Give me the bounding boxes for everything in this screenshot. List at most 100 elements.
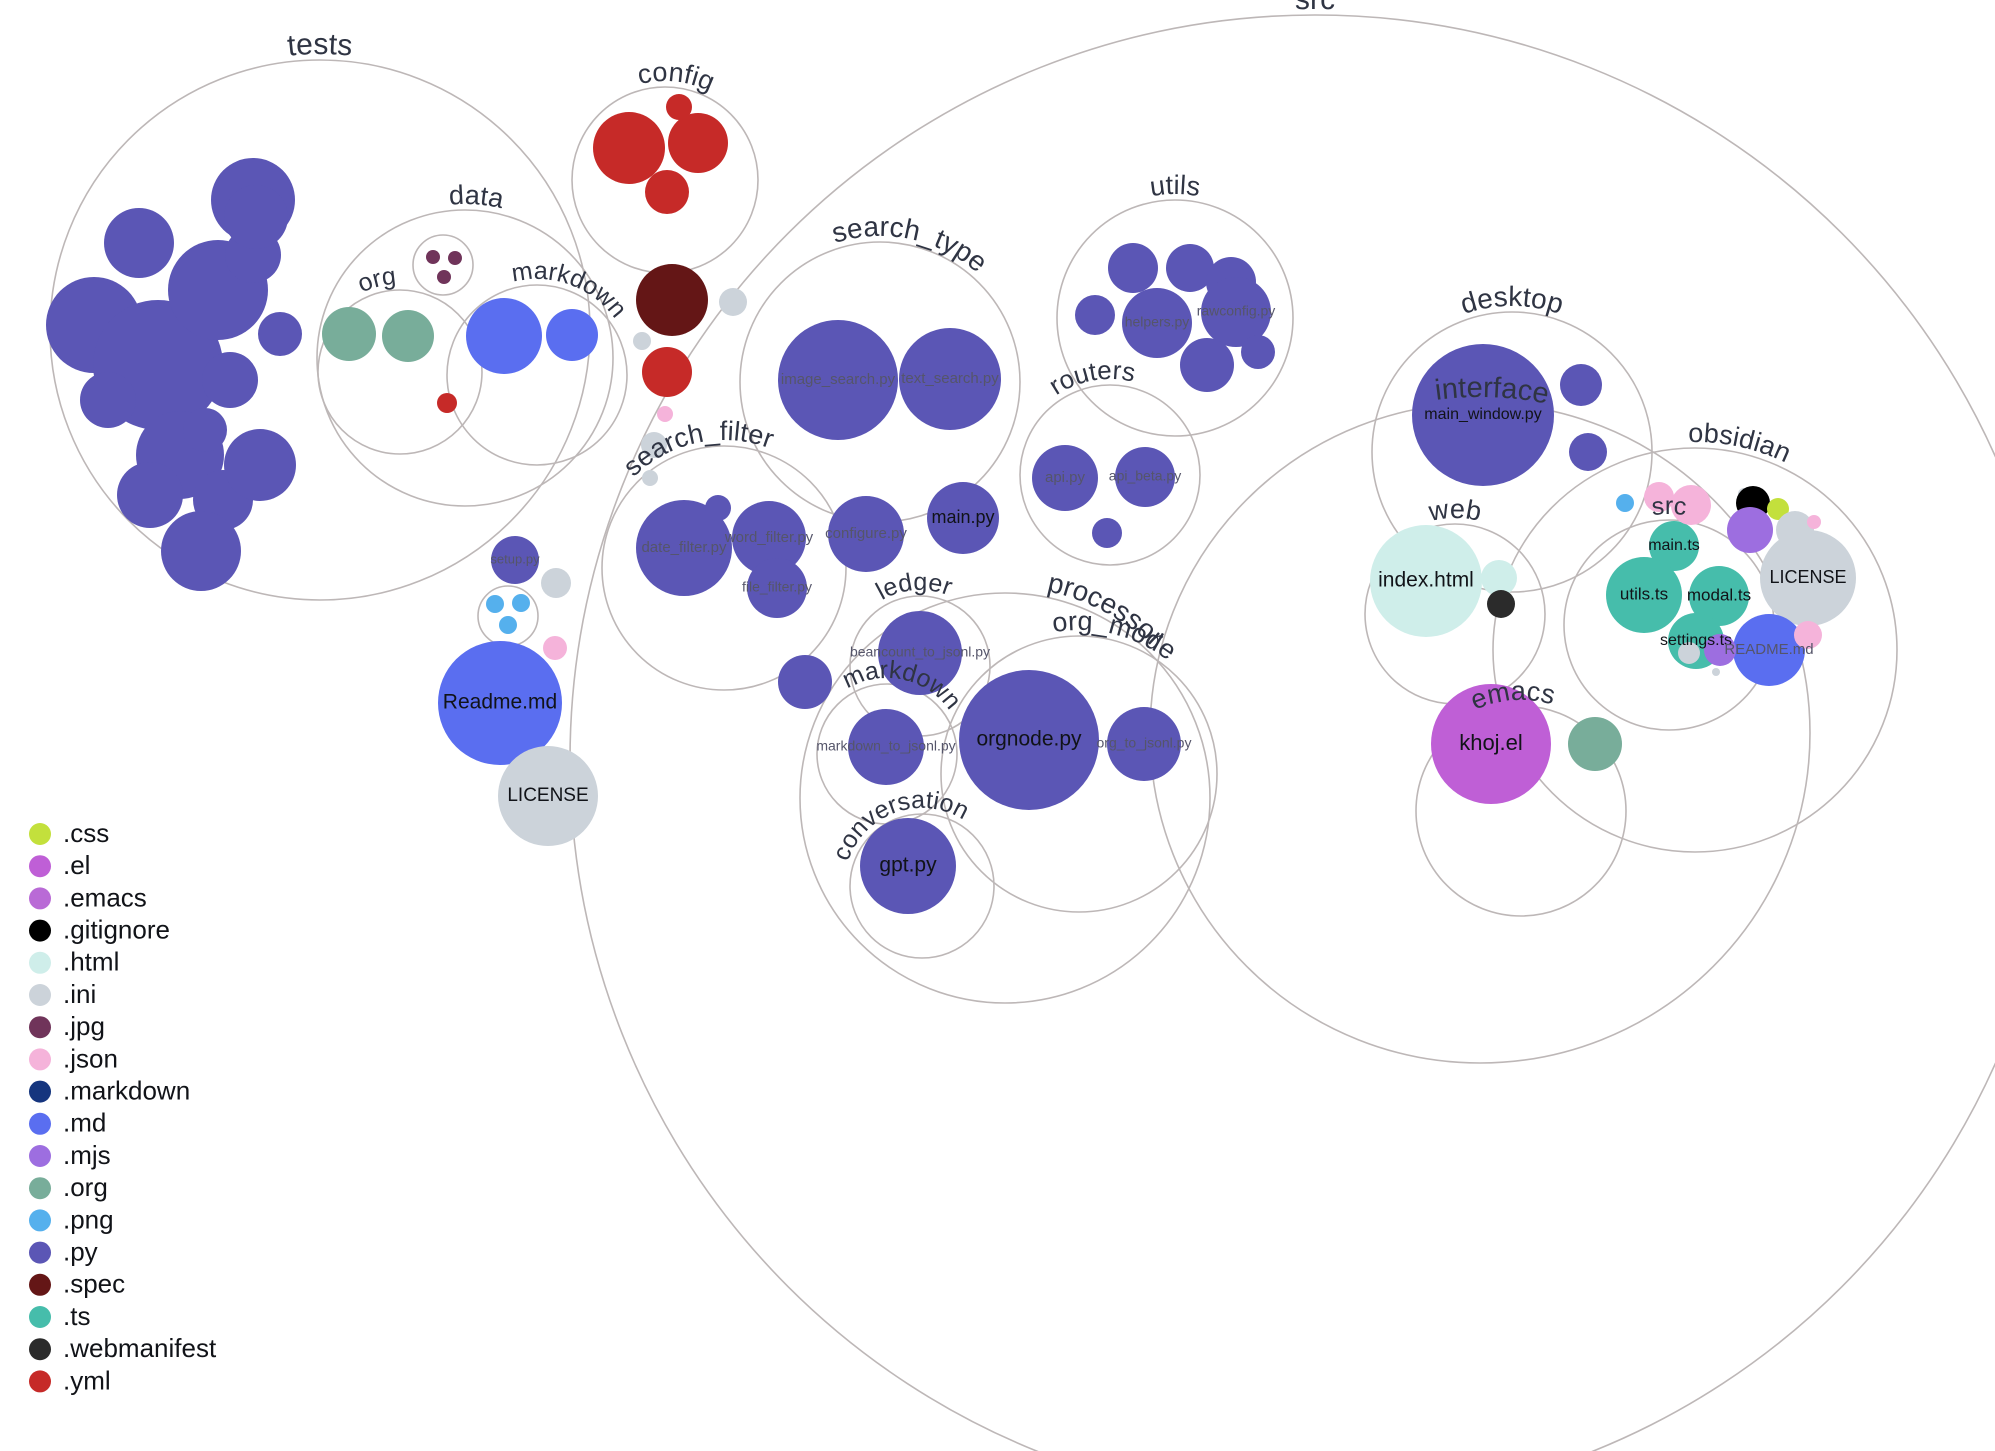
- file-circle-helpers.py[interactable]: [1122, 288, 1192, 358]
- file-circle-yml[interactable]: [642, 347, 692, 397]
- file-circle-ini[interactable]: [641, 432, 667, 458]
- file-circle-main.py[interactable]: [927, 482, 999, 554]
- file-circle-yml[interactable]: [437, 393, 457, 413]
- file-circle-png[interactable]: [499, 616, 517, 634]
- group-ring-markdown[interactable]: [446, 284, 628, 466]
- file-circle-py[interactable]: [161, 511, 241, 591]
- file-circle-README.md[interactable]: [1733, 614, 1805, 686]
- file-circle-py[interactable]: [1092, 518, 1122, 548]
- file-circle-json[interactable]: [657, 406, 673, 422]
- legend-swatch-md[interactable]: [29, 1112, 51, 1135]
- legend-swatch-png[interactable]: [29, 1209, 51, 1232]
- file-circle-py[interactable]: [224, 429, 296, 501]
- file-circle-py[interactable]: [1180, 338, 1234, 392]
- group-ring-utils[interactable]: [1056, 199, 1294, 437]
- file-circle-org_to_jsonl.py[interactable]: [1107, 707, 1181, 781]
- file-circle-orgnode.py[interactable]: [959, 670, 1099, 810]
- file-circle-setup.py[interactable]: [491, 536, 539, 584]
- file-circle-yml[interactable]: [668, 113, 728, 173]
- file-circle-yml[interactable]: [645, 170, 689, 214]
- file-circle-py[interactable]: [705, 495, 731, 521]
- file-circle-mjs[interactable]: [1704, 634, 1736, 666]
- legend-swatch-org[interactable]: [29, 1177, 51, 1200]
- file-circle-json[interactable]: [1794, 621, 1822, 649]
- file-circle-rawconfig.py[interactable]: [1201, 277, 1271, 347]
- legend-swatch-mjs[interactable]: [29, 1145, 51, 1167]
- file-circle-py[interactable]: [778, 655, 832, 709]
- file-circle-jpg[interactable]: [426, 250, 440, 264]
- file-circle-jpg[interactable]: [448, 251, 462, 265]
- file-circle-image_search.py[interactable]: [778, 320, 898, 440]
- legend-swatch-json[interactable]: [29, 1048, 51, 1071]
- file-circle-main.ts[interactable]: [1649, 521, 1699, 571]
- file-circle-LICENSE[interactable]: [498, 746, 598, 846]
- file-circle-py[interactable]: [1166, 244, 1214, 292]
- file-circle-mjs[interactable]: [1727, 507, 1773, 553]
- legend-swatch-ini[interactable]: [29, 984, 51, 1006]
- file-circle-md[interactable]: [546, 309, 598, 361]
- file-circle-utils.ts[interactable]: [1606, 557, 1682, 633]
- file-circle-png[interactable]: [486, 595, 504, 613]
- file-circle-ini[interactable]: [541, 568, 571, 598]
- file-circle-html[interactable]: [1481, 560, 1517, 596]
- file-circle-py[interactable]: [258, 312, 302, 356]
- file-circle-png[interactable]: [512, 594, 530, 612]
- group-ring-src[interactable]: [569, 14, 1995, 1451]
- file-circle-py[interactable]: [1560, 364, 1602, 406]
- file-circle-ini[interactable]: [719, 288, 747, 316]
- file-circle-json[interactable]: [1644, 482, 1674, 512]
- file-circle-json[interactable]: [1807, 515, 1821, 529]
- file-circle-spec[interactable]: [636, 264, 708, 336]
- group-ring-processor[interactable]: [799, 592, 1211, 1004]
- file-circle-webmanifest[interactable]: [1487, 590, 1515, 618]
- file-circle-api_beta.py[interactable]: [1115, 447, 1175, 507]
- legend-swatch-html[interactable]: [29, 951, 51, 974]
- file-circle-Readme.md[interactable]: [438, 641, 562, 765]
- legend-swatch-gitignore[interactable]: [29, 919, 51, 942]
- file-circle-py[interactable]: [224, 185, 288, 249]
- legend-swatch-yml[interactable]: [29, 1370, 51, 1393]
- file-circle-text_search.py[interactable]: [899, 328, 1001, 430]
- file-circle-configure.py[interactable]: [828, 496, 904, 572]
- legend-swatch-jpg[interactable]: [29, 1016, 51, 1039]
- file-circle-yml[interactable]: [666, 94, 692, 120]
- file-circle-org[interactable]: [1568, 717, 1622, 771]
- file-circle-modal.ts[interactable]: [1689, 566, 1749, 626]
- legend-swatch-ts[interactable]: [29, 1306, 51, 1328]
- legend-swatch-webmanifest[interactable]: [29, 1338, 51, 1361]
- legend-swatch-py[interactable]: [29, 1241, 51, 1264]
- file-circle-yml[interactable]: [593, 112, 665, 184]
- file-circle-LICENSE[interactable]: [1760, 530, 1856, 626]
- file-circle-ini[interactable]: [1678, 642, 1700, 664]
- file-circle-gpt.py[interactable]: [860, 818, 956, 914]
- file-circle-py[interactable]: [80, 372, 136, 428]
- file-circle-py[interactable]: [117, 462, 183, 528]
- group-ring-jpg-group[interactable]: [412, 234, 474, 296]
- file-circle-main_window.py[interactable]: [1412, 344, 1554, 486]
- file-circle-ini[interactable]: [1712, 668, 1720, 676]
- file-circle-api.py[interactable]: [1032, 445, 1098, 511]
- group-ring-routers[interactable]: [1019, 384, 1201, 566]
- file-circle-json[interactable]: [1671, 485, 1711, 525]
- file-circle-md[interactable]: [466, 298, 542, 374]
- group-ring-obsidian[interactable]: [1492, 447, 1898, 853]
- file-circle-py[interactable]: [183, 408, 227, 452]
- file-circle-date_filter.py[interactable]: [636, 500, 732, 596]
- group-ring-search_filter[interactable]: [601, 445, 847, 691]
- legend-swatch-el[interactable]: [29, 855, 51, 878]
- group-ring-conversation[interactable]: [849, 813, 995, 959]
- file-circle-file_filter.py[interactable]: [747, 558, 807, 618]
- legend-swatch-spec[interactable]: [29, 1273, 51, 1296]
- file-circle-png[interactable]: [1616, 494, 1634, 512]
- legend-swatch-emacs[interactable]: [29, 887, 51, 910]
- file-circle-jpg[interactable]: [437, 270, 451, 284]
- file-circle-py[interactable]: [1241, 335, 1275, 369]
- file-circle-markdown_to_jsonl.py[interactable]: [848, 709, 924, 785]
- legend-swatch-css[interactable]: [29, 823, 51, 845]
- group-ring-org_mode[interactable]: [940, 635, 1218, 913]
- file-circle-ini[interactable]: [633, 332, 651, 350]
- group-ring-data[interactable]: [316, 209, 614, 507]
- file-circle-py[interactable]: [104, 208, 174, 278]
- file-circle-org[interactable]: [382, 310, 434, 362]
- file-circle-json[interactable]: [543, 636, 567, 660]
